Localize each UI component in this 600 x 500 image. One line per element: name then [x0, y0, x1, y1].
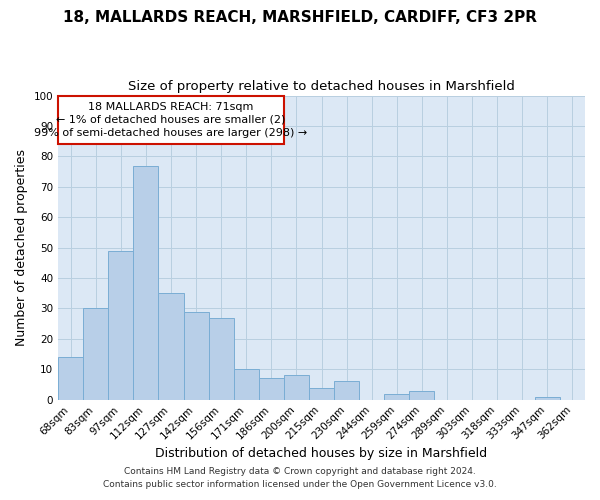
- Bar: [233, 370, 259, 400]
- Bar: [259, 378, 284, 400]
- Bar: [58, 357, 83, 400]
- Bar: [409, 390, 434, 400]
- Y-axis label: Number of detached properties: Number of detached properties: [15, 149, 28, 346]
- Bar: [309, 388, 334, 400]
- Bar: [158, 294, 184, 400]
- Title: Size of property relative to detached houses in Marshfield: Size of property relative to detached ho…: [128, 80, 515, 93]
- Bar: [209, 318, 233, 400]
- Bar: [334, 382, 359, 400]
- Bar: [133, 166, 158, 400]
- Text: 18 MALLARDS REACH: 71sqm
← 1% of detached houses are smaller (2)
99% of semi-det: 18 MALLARDS REACH: 71sqm ← 1% of detache…: [34, 102, 308, 138]
- FancyBboxPatch shape: [58, 96, 284, 144]
- Bar: [108, 250, 133, 400]
- Text: 18, MALLARDS REACH, MARSHFIELD, CARDIFF, CF3 2PR: 18, MALLARDS REACH, MARSHFIELD, CARDIFF,…: [63, 10, 537, 25]
- Bar: [384, 394, 409, 400]
- X-axis label: Distribution of detached houses by size in Marshfield: Distribution of detached houses by size …: [155, 447, 488, 460]
- Bar: [184, 312, 209, 400]
- Bar: [83, 308, 108, 400]
- Text: Contains HM Land Registry data © Crown copyright and database right 2024.
Contai: Contains HM Land Registry data © Crown c…: [103, 468, 497, 489]
- Bar: [284, 376, 309, 400]
- Bar: [535, 396, 560, 400]
